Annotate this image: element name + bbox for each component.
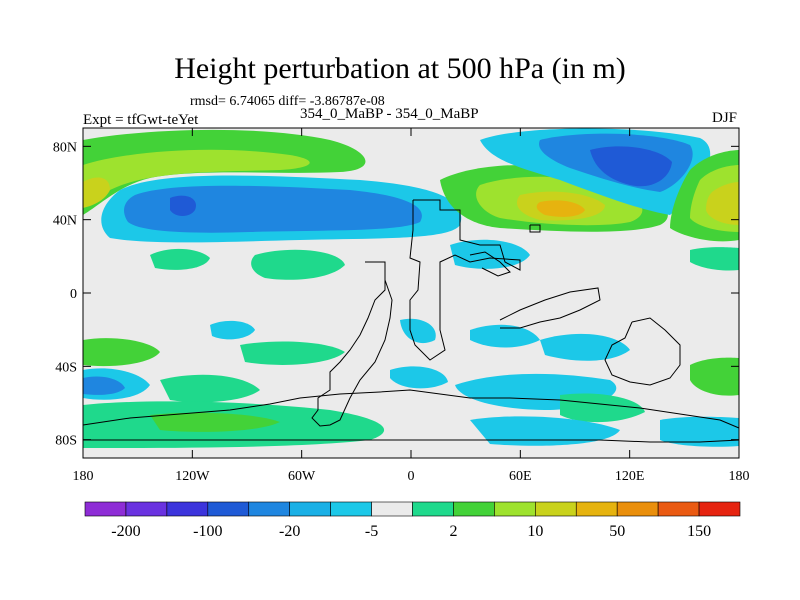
contour-patch-3 [690, 247, 739, 271]
y-tick-label: 80S [55, 434, 77, 449]
coastline-antarctica [82, 389, 740, 443]
colorbar-swatch [575, 501, 618, 517]
colorbar-swatch [698, 501, 741, 517]
contour-nh-yellow-left [83, 149, 310, 208]
chart-subtitle: rmsd= 6.74065 diff= -3.86787e-08 [190, 94, 385, 109]
y-tick-label: 80N [53, 140, 77, 155]
contour-s-blue-6 [390, 366, 448, 389]
contour-npac-gold [706, 182, 739, 225]
colorbar-swatch [289, 501, 331, 517]
coastline-asia-islands [499, 287, 601, 329]
colorbar-label: -200 [111, 523, 140, 540]
contour-s-green-5 [560, 393, 645, 423]
colorbar-label: 50 [609, 523, 625, 540]
contour-nh-green-left [83, 129, 366, 215]
colorbar-label: 150 [687, 523, 711, 540]
contour-s-green-4 [160, 374, 260, 403]
coastline-africa [409, 199, 521, 361]
contour-s-blue-3 [470, 324, 540, 348]
colorbar-swatch [248, 501, 290, 517]
contour-arctic-low-core [590, 146, 672, 187]
contour-patch-1 [150, 248, 210, 270]
colorbar-swatch [371, 501, 413, 517]
colorbar-label: -20 [279, 523, 300, 540]
contour-nh-gold-left [83, 177, 110, 208]
contour-asia-core [536, 200, 585, 217]
colorbar-label: -100 [193, 523, 222, 540]
coastline-south-america [311, 261, 393, 427]
colorbar-swatch [657, 501, 700, 517]
left-label: Expt = tfGwt-teYet [83, 112, 199, 128]
x-tick-label: 60E [509, 469, 532, 484]
x-tick-label: 120E [615, 469, 645, 484]
coastlines [82, 199, 740, 443]
contour-s-green-1 [83, 338, 160, 367]
colorbar-swatch [616, 501, 659, 517]
colorbar-label: 10 [527, 523, 543, 540]
x-tick-label: 60W [288, 469, 316, 484]
contour-sp-blue-2 [660, 416, 739, 447]
colorbar-swatch [166, 501, 209, 517]
colorbar-swatch [330, 501, 372, 517]
colorbar-label: 2 [449, 523, 457, 540]
colorbar-swatch [207, 501, 250, 517]
colorbar-swatch [125, 501, 168, 517]
axis-ticks: 180 120W 60W 0 60E 120E 180 80N 40N 0 40S 80S [53, 128, 750, 484]
center-label: 354_0_MaBP - 354_0_MaBP [300, 106, 479, 122]
contour-sp-green-2 [150, 412, 280, 432]
x-tick-label: 180 [73, 469, 94, 484]
contour-pacific-low-core [170, 195, 196, 216]
colorbar-swatch [535, 501, 577, 517]
coastline-australia [604, 317, 681, 386]
chart-title: Height perturbation at 500 hPa (in m) [174, 52, 626, 85]
colorbar-swatch [84, 501, 127, 517]
contour-s-green-2 [240, 341, 345, 365]
contour-s-blue-1 [210, 320, 255, 340]
colorbar-label: -5 [365, 523, 378, 540]
coastline-arabia [469, 251, 511, 277]
contour-s-green-3 [690, 357, 739, 396]
contour-sp-blue [470, 416, 620, 446]
colorbar: -200 -100 -20 -5 2 10 50 150 [84, 501, 741, 540]
y-tick-label: 40S [55, 360, 77, 375]
contour-s-blue-5-core [83, 376, 125, 395]
contour-fills [83, 128, 739, 448]
colorbar-swatch [412, 501, 454, 517]
contour-patch-2 [251, 249, 345, 280]
season-label: DJF [712, 110, 738, 126]
y-tick-label: 0 [70, 287, 77, 302]
x-tick-label: 120W [175, 469, 210, 484]
colorbar-swatch [453, 501, 495, 517]
x-tick-label: 180 [729, 469, 750, 484]
x-tick-label: 0 [408, 469, 415, 484]
coastline-north-pacific [529, 224, 541, 233]
y-tick-label: 40N [53, 214, 77, 229]
contour-pacific-low-mid [124, 185, 422, 233]
colorbar-swatch [494, 501, 536, 517]
contour-s-blue-2 [400, 318, 436, 344]
